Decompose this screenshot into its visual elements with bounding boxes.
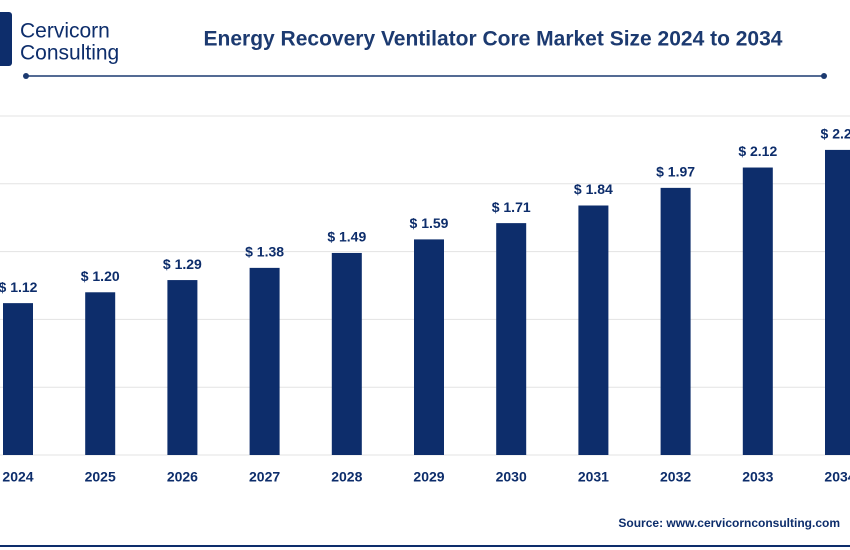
bar [167,280,198,455]
logo-text: Consulting [20,42,119,65]
bar [331,252,362,455]
x-tick-label: 2033 [742,469,773,485]
x-tick-label: 2032 [660,469,691,485]
bar [825,149,850,455]
value-label: $ 1.12 [0,279,38,295]
value-label: $ 2.25 [821,126,850,142]
logo-text: Cervicorn [20,20,110,43]
bar [496,223,527,455]
x-tick-label: 2024 [2,469,33,485]
value-label: $ 1.38 [245,244,284,260]
value-label: $ 1.29 [163,256,202,272]
plot-area: $ 1.12 2024 $ 1.20 2025 $ 1.29 2026 $ 1.38 2027… [0,115,850,485]
bar [414,239,444,455]
bar [660,187,691,456]
rule-dot [821,73,827,79]
source-note: Source: www.cervicornconsulting.com [618,516,840,530]
x-tick-label: 2025 [85,469,116,485]
x-tick-label: 2027 [249,469,280,485]
bar [742,167,773,455]
x-tick-label: 2029 [413,469,444,485]
bar [85,292,116,455]
x-tick-label: 2026 [167,469,198,485]
value-label: $ 1.71 [492,199,531,215]
value-label: $ 1.59 [410,215,449,231]
value-label: $ 1.97 [656,164,695,180]
chart-title: Energy Recovery Ventilator Core Market S… [204,28,783,51]
value-label: $ 1.20 [81,268,120,284]
x-tick-label: 2030 [496,469,527,485]
x-tick-label: 2034 [824,469,850,485]
bar [3,303,33,455]
value-label: $ 1.49 [327,229,366,245]
bar [249,267,280,455]
value-label: $ 2.12 [738,143,777,159]
logo-mark [0,12,12,66]
x-tick-label: 2031 [578,469,609,485]
value-label: $ 1.84 [574,181,613,197]
bar [578,205,609,455]
rule-dot [23,73,29,79]
x-tick-label: 2028 [331,469,362,485]
